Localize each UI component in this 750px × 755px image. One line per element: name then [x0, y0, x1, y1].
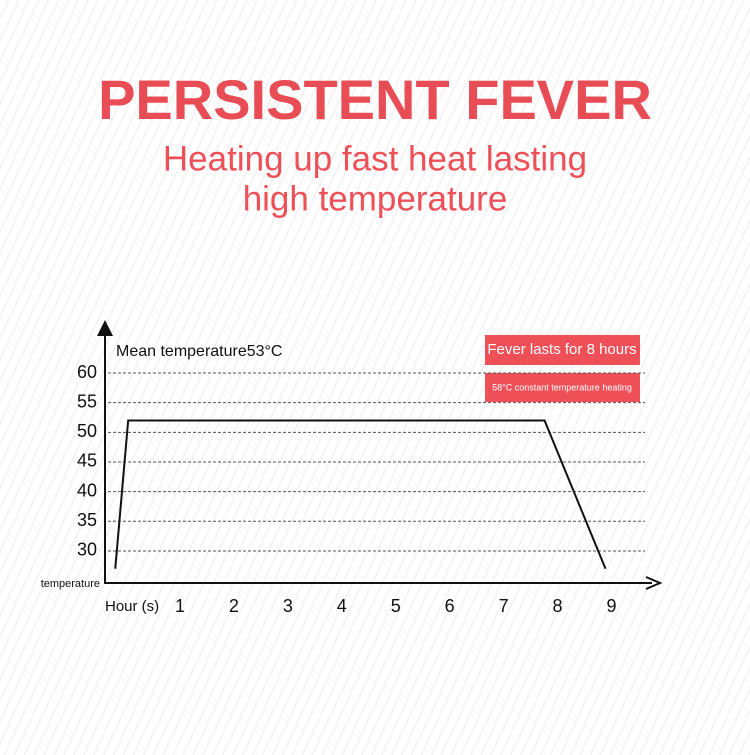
annotation: 58°C constant temperature heating [492, 382, 632, 392]
y-axis-label: temperature [41, 578, 100, 590]
annotation: Fever lasts for 8 hours [487, 341, 636, 358]
x-tick-label: 8 [553, 596, 563, 616]
line [114, 419, 607, 570]
x-axis-arrow [645, 576, 663, 590]
x-tick-label: 2 [229, 596, 239, 616]
chart-subtitle: high temperature [243, 179, 508, 218]
chart-title: PERSISTENT FEVER [98, 68, 652, 131]
x-axis-label: Hour (s) [105, 598, 159, 615]
y-tick-label: 35 [77, 510, 97, 530]
y-tick-label: 45 [77, 451, 97, 471]
x-tick-label: 5 [391, 596, 401, 616]
x-tick-label: 3 [283, 596, 293, 616]
x-tick-label: 4 [337, 596, 347, 616]
x-tick-label: 7 [499, 596, 509, 616]
annotation-box [485, 335, 640, 365]
y-tick-label: 30 [77, 540, 97, 560]
y-tick-label: 50 [77, 421, 97, 441]
y-axis-arrow [97, 320, 113, 336]
y-tick-label: 55 [77, 391, 97, 411]
chart-subtitle: Heating up fast heat lasting [163, 139, 587, 178]
annotation: Mean temperature53°C [116, 343, 282, 360]
x-tick-label: 1 [175, 596, 185, 616]
annotation-box [485, 373, 640, 402]
y-tick-label: 40 [77, 480, 97, 500]
x-tick-label: 9 [606, 596, 616, 616]
y-tick-label: 60 [77, 362, 97, 382]
x-tick-label: 6 [445, 596, 455, 616]
